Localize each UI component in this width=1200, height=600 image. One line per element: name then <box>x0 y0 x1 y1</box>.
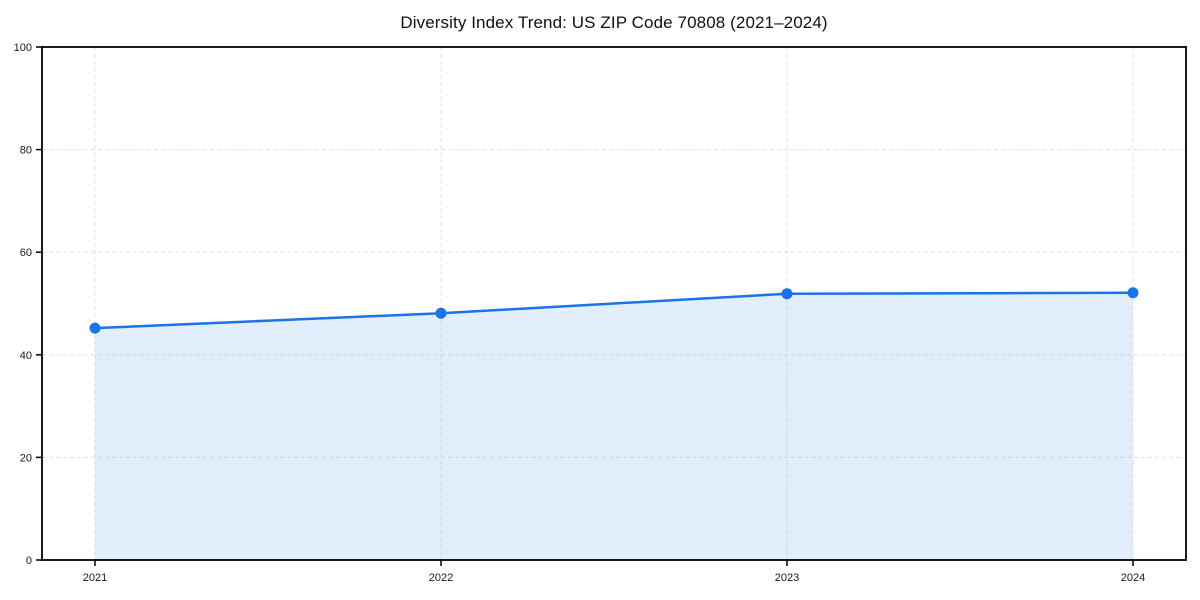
y-tick-label: 20 <box>20 452 32 464</box>
data-point <box>89 322 101 334</box>
data-point <box>781 288 793 300</box>
y-tick-label: 40 <box>20 350 32 362</box>
data-point <box>1127 287 1139 299</box>
x-tick-label: 2024 <box>1121 572 1145 584</box>
plot-frame <box>41 46 1187 561</box>
x-tick-label: 2022 <box>429 572 453 584</box>
y-tick-label: 0 <box>26 555 32 567</box>
x-tick-label: 2023 <box>775 572 799 584</box>
data-point <box>435 307 447 319</box>
x-tick-label: 2021 <box>83 572 107 584</box>
y-tick-label: 100 <box>14 42 32 54</box>
y-tick-label: 80 <box>20 145 32 157</box>
chart-title: Diversity Index Trend: US ZIP Code 70808… <box>400 13 828 32</box>
trend-line <box>93 291 1135 330</box>
area-fill <box>95 292 1133 560</box>
y-tick-label: 60 <box>20 247 32 259</box>
